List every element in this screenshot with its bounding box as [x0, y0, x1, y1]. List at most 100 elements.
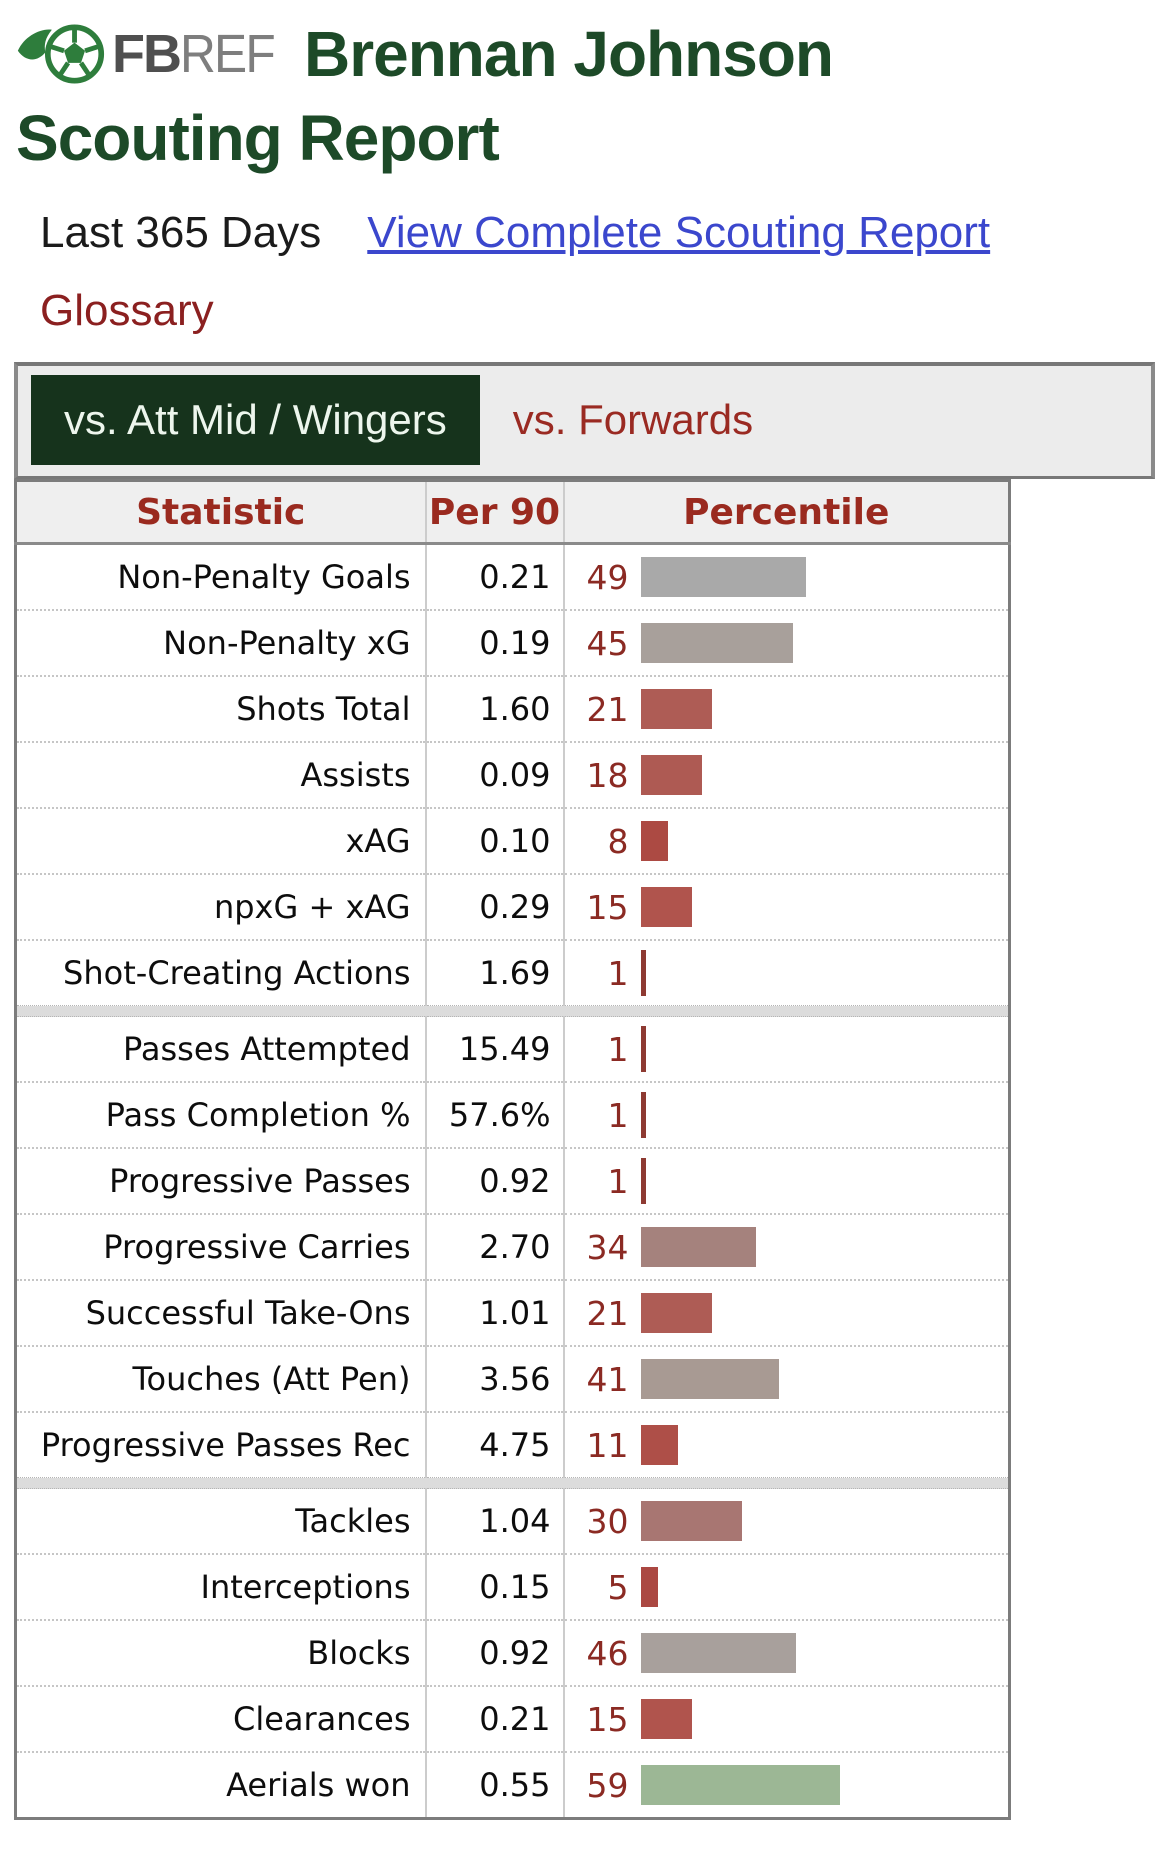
statistic-label: Clearances: [15, 1686, 426, 1753]
percentile-cell: 1: [562, 1016, 1010, 1083]
tab-vs-forwards[interactable]: vs. Forwards: [512, 396, 754, 443]
per90-value: 1.69: [424, 940, 564, 1006]
per90-value: 1.01: [424, 1280, 564, 1347]
percentile-bar: [640, 1026, 646, 1072]
percentile-cell: 49: [562, 543, 1010, 611]
per90-value: 0.92: [424, 1620, 564, 1687]
table-row: Interceptions 0.15 5: [15, 1554, 1010, 1621]
table-row: Clearances 0.21 15: [15, 1686, 1010, 1753]
per90-value: 1.04: [424, 1488, 564, 1555]
percentile-bar: [640, 1158, 646, 1204]
percentile-value: 15: [586, 887, 629, 927]
percentile-bar: [640, 1501, 742, 1541]
percentile-cell: 15: [562, 1686, 1010, 1753]
per90-value: 0.09: [424, 742, 564, 809]
statistic-label: Aerials won: [15, 1752, 426, 1819]
percentile-cell: 46: [562, 1620, 1010, 1687]
statistic-label: Progressive Passes: [15, 1148, 426, 1215]
table-row: Shots Total 1.60 21: [15, 676, 1010, 743]
logo-ref-text: REF: [179, 24, 276, 84]
percentile-value: 59: [586, 1765, 629, 1805]
table-row: Pass Completion % 57.6% 1: [15, 1082, 1010, 1149]
per90-value: 15.49: [424, 1016, 564, 1083]
percentile-cell: 1: [562, 1148, 1010, 1215]
statistic-label: Shots Total: [15, 676, 426, 743]
stats-table-body: Non-Penalty Goals 0.21 49 Non-Penalty xG 0.1…: [15, 543, 1010, 1819]
percentile-value: 30: [586, 1501, 629, 1541]
statistic-label: Assists: [15, 742, 426, 809]
percentile-cell: 15: [562, 874, 1010, 941]
statistic-label: Non-Penalty xG: [15, 610, 426, 677]
percentile-value: 46: [586, 1633, 629, 1673]
percentile-value: 1: [607, 1161, 629, 1201]
statistic-label: Successful Take-Ons: [15, 1280, 426, 1347]
statistic-label: Touches (Att Pen): [15, 1346, 426, 1413]
logo-fb-text: FB: [112, 24, 182, 84]
period-label: Last 365 Days: [40, 208, 322, 257]
per90-value: 4.75: [424, 1412, 564, 1478]
per90-value: 1.60: [424, 676, 564, 743]
column-header-statistic: Statistic: [15, 480, 426, 545]
percentile-value: 49: [586, 557, 629, 597]
statistic-label: xAG: [15, 808, 426, 875]
percentile-cell: 1: [562, 940, 1010, 1006]
per90-value: 0.10: [424, 808, 564, 875]
per90-value: 3.56: [424, 1346, 564, 1413]
percentile-cell: 21: [562, 1280, 1010, 1347]
percentile-cell: 34: [562, 1214, 1010, 1281]
per90-value: 0.21: [424, 1686, 564, 1753]
page-title: FB REF Brennan Johnson Scouting Report: [16, 12, 1156, 180]
percentile-value: 45: [586, 623, 629, 663]
view-complete-report-link[interactable]: View Complete Scouting Report: [367, 208, 991, 257]
percentile-bar: [640, 755, 702, 795]
table-row: Non-Penalty Goals 0.21 49: [15, 543, 1010, 611]
percentile-value: 1: [607, 1095, 629, 1135]
per90-value: 0.55: [424, 1752, 564, 1819]
column-header-percentile: Percentile: [562, 480, 1010, 545]
statistic-label: Passes Attempted: [15, 1016, 426, 1083]
statistic-label: npxG + xAG: [15, 874, 426, 941]
percentile-bar: [640, 950, 646, 996]
statistic-label: Non-Penalty Goals: [15, 543, 426, 611]
soccer-ball-icon: [16, 20, 112, 88]
column-header-per90: Per 90: [424, 480, 564, 545]
percentile-bar: [640, 1092, 646, 1138]
percentile-bar: [640, 1699, 692, 1739]
percentile-value: 18: [586, 755, 629, 795]
percentile-value: 34: [586, 1227, 629, 1267]
tab-vs-att-mid-wingers[interactable]: vs. Att Mid / Wingers: [31, 375, 480, 465]
table-row: npxG + xAG 0.29 15: [15, 874, 1010, 941]
glossary-link[interactable]: Glossary: [40, 286, 214, 335]
percentile-bar: [640, 1359, 779, 1399]
percentile-value: 21: [586, 689, 629, 729]
statistic-label: Progressive Carries: [15, 1214, 426, 1281]
percentile-cell: 45: [562, 610, 1010, 677]
statistic-label: Progressive Passes Rec: [15, 1412, 426, 1478]
percentile-cell: 59: [562, 1752, 1010, 1819]
percentile-cell: 11: [562, 1412, 1010, 1478]
per90-value: 0.19: [424, 610, 564, 677]
percentile-cell: 30: [562, 1488, 1010, 1555]
percentile-bar: [640, 1765, 840, 1805]
table-row: Non-Penalty xG 0.19 45: [15, 610, 1010, 677]
table-row: Passes Attempted 15.49 1: [15, 1016, 1010, 1083]
per90-value: 0.15: [424, 1554, 564, 1621]
percentile-bar: [640, 689, 712, 729]
table-row: Progressive Carries 2.70 34: [15, 1214, 1010, 1281]
statistic-label: Blocks: [15, 1620, 426, 1687]
percentile-cell: 5: [562, 1554, 1010, 1621]
percentile-cell: 8: [562, 808, 1010, 875]
percentile-value: 8: [607, 821, 629, 861]
percentile-value: 41: [586, 1359, 629, 1399]
percentile-bar: [640, 1293, 712, 1333]
percentile-cell: 1: [562, 1082, 1010, 1149]
scouting-stats-table: Statistic Per 90 Percentile Non-Penalty …: [14, 479, 1011, 1820]
percentile-value: 1: [607, 1029, 629, 1069]
table-row: Progressive Passes Rec 4.75 11: [15, 1412, 1010, 1478]
group-separator: [15, 1005, 1010, 1017]
percentile-bar: [640, 1227, 756, 1267]
percentile-value: 11: [586, 1425, 629, 1465]
per90-value: 57.6%: [424, 1082, 564, 1149]
percentile-value: 21: [586, 1293, 629, 1333]
percentile-bar: [640, 1567, 658, 1607]
